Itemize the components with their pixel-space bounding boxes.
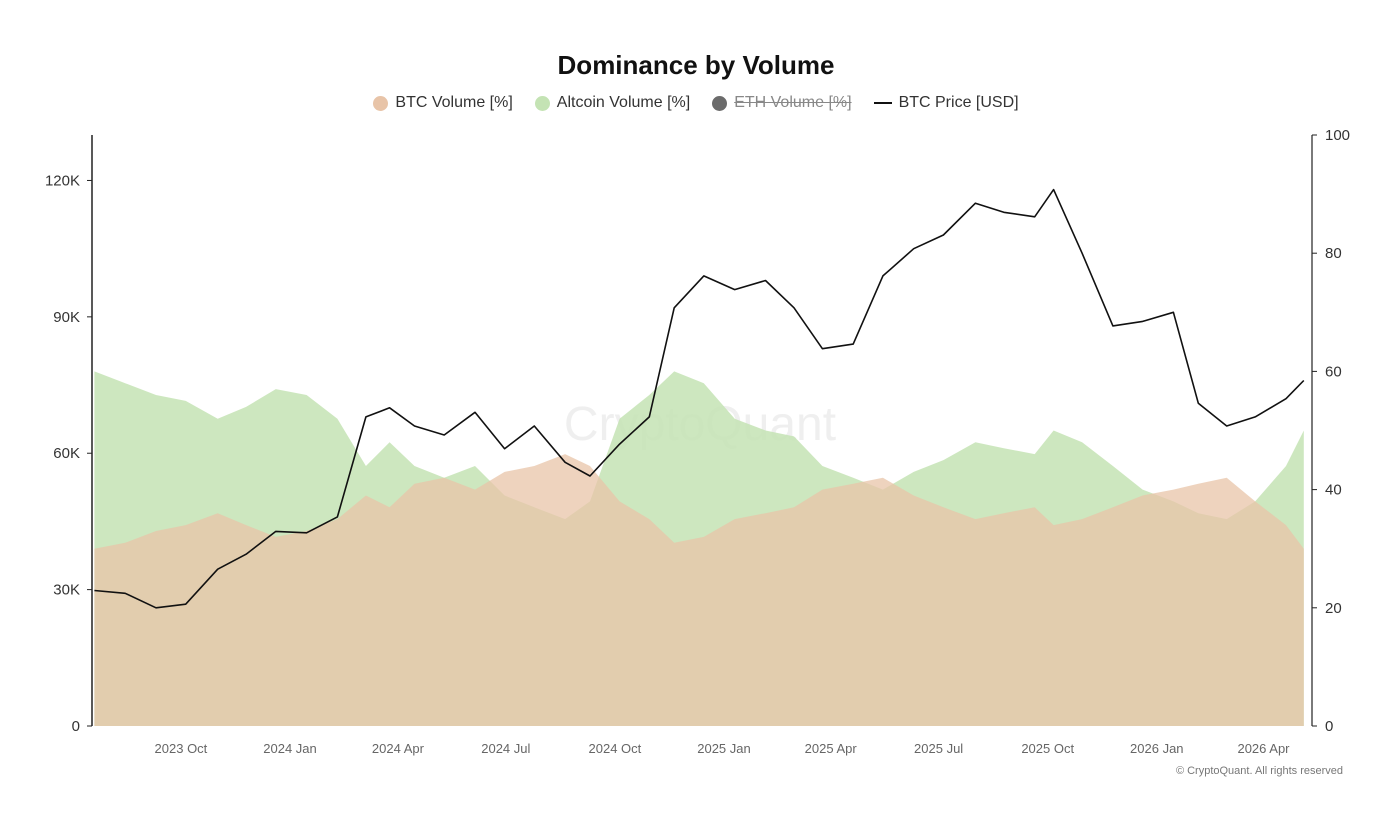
legend-label-btc-volume: BTC Volume [%] <box>395 94 513 111</box>
left-axis-tick-label: 30K <box>53 582 80 599</box>
copyright-credit: © CryptoQuant. All rights reserved <box>1175 765 1343 777</box>
price-layer <box>94 188 1305 609</box>
x-axis-tick-label: 2023 Oct <box>155 741 208 756</box>
btc-volume-area <box>94 454 1304 726</box>
x-axis-tick-label: 2025 Oct <box>1021 741 1074 756</box>
right-axis-tick-label: 40 <box>1325 482 1342 499</box>
x-axis-tick-label: 2025 Apr <box>805 741 858 756</box>
legend-item-btc-price[interactable]: BTC Price [USD] <box>873 94 1019 112</box>
legend-label-btc-price: BTC Price [USD] <box>898 94 1019 111</box>
x-axis-tick-label: 2026 Apr <box>1237 741 1290 756</box>
axes-layer: 0 30K 60K 90K 120K 0 20 40 60 80 100 2023 Oct 2024 J… <box>45 127 1350 756</box>
x-axis-tick-label: 2025 Jul <box>914 741 963 756</box>
legend-swatch-eth-volume <box>712 95 728 111</box>
legend-swatch-altcoin-volume <box>534 95 550 111</box>
left-axis-tick-label: 90K <box>53 309 80 326</box>
legend-swatch-btc-price <box>873 102 892 104</box>
x-axis-tick-label: 2024 Apr <box>372 741 425 756</box>
legend-label-altcoin-volume: Altcoin Volume [%] <box>556 94 691 111</box>
x-axis-tick-label: 2025 Jan <box>697 741 751 756</box>
right-axis-tick-label: 100 <box>1325 127 1350 144</box>
right-axis-tick-label: 80 <box>1325 245 1342 262</box>
btc-price-line <box>94 188 1305 609</box>
right-axis-tick-label: 0 <box>1325 718 1333 735</box>
left-axis-tick-label: 60K <box>53 445 80 462</box>
left-axis-tick-label: 0 <box>72 718 80 735</box>
legend: BTC Volume [%] Altcoin Volume [%] ETH Vo… <box>0 94 1392 112</box>
x-axis-tick-label: 2024 Jan <box>263 741 317 756</box>
legend-item-eth-volume[interactable]: ETH Volume [%] <box>712 94 852 112</box>
legend-item-btc-volume[interactable]: BTC Volume [%] <box>373 94 513 112</box>
right-axis-tick-label: 20 <box>1325 600 1342 617</box>
area-layer <box>94 371 1304 726</box>
chart-title: Dominance by Volume <box>557 50 835 80</box>
legend-item-altcoin-volume[interactable]: Altcoin Volume [%] <box>534 94 691 112</box>
x-axis-tick-label: 2026 Jan <box>1130 741 1184 756</box>
left-axis-tick-label: 120K <box>45 172 80 189</box>
legend-label-eth-volume: ETH Volume [%] <box>734 94 852 111</box>
legend-swatch-btc-volume <box>373 95 389 111</box>
x-axis-tick-label: 2024 Jul <box>481 741 530 756</box>
right-axis-tick-label: 60 <box>1325 363 1342 380</box>
x-axis-tick-label: 2024 Oct <box>589 741 642 756</box>
